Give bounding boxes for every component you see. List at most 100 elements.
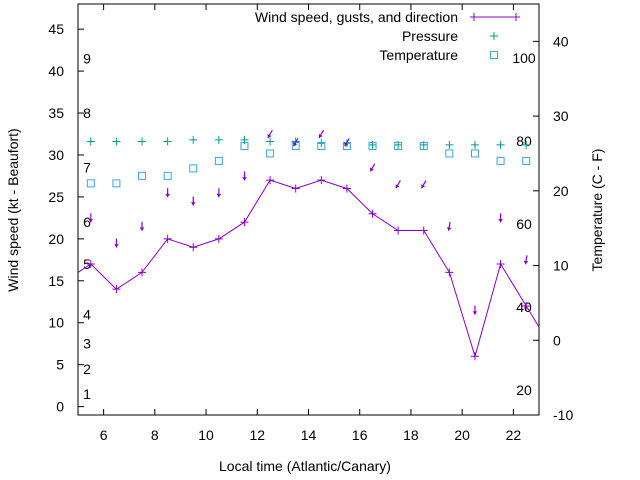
x-axis-label: Local time (Atlantic/Canary)	[219, 458, 391, 474]
wind-speed-point	[394, 226, 403, 235]
beaufort-label: 4	[83, 306, 91, 322]
legend-label-wind: Wind speed, gusts, and direction	[255, 9, 458, 25]
wind-direction-arrow	[344, 138, 350, 147]
temperature-point	[112, 179, 121, 188]
x-tick-label: 14	[301, 427, 317, 443]
wind-direction-arrow	[216, 188, 222, 198]
wind-speed-point	[445, 268, 454, 277]
fahrenheit-label: 80	[516, 133, 532, 149]
legend-label-temperature: Temperature	[379, 47, 458, 63]
wind-direction-arrow	[420, 180, 427, 189]
wind-direction-arrow	[446, 221, 452, 231]
wind-direction-arrow	[139, 221, 145, 231]
fahrenheit-label: 40	[516, 299, 532, 315]
pressure-point	[317, 139, 326, 148]
temperature-point	[522, 156, 531, 165]
temperature-point	[266, 149, 275, 158]
wind-speed-point	[112, 285, 121, 294]
pressure-point	[214, 135, 223, 144]
pressure-point	[138, 137, 147, 146]
wind-speed-point	[291, 184, 300, 193]
wind-direction-arrow	[318, 129, 325, 139]
wind-series	[77, 176, 540, 361]
y2-tick-label: 10	[553, 258, 569, 274]
axis-ticks	[78, 4, 539, 416]
x-tick-label: 20	[454, 427, 470, 443]
wind-speed-point	[266, 176, 275, 185]
wind-direction-arrow	[369, 163, 376, 172]
pressure-point	[445, 140, 454, 149]
pressure-series	[86, 135, 531, 149]
wind-speed-point	[317, 176, 326, 185]
wind-direction-arrow	[190, 196, 196, 206]
wind-speed-point	[86, 260, 95, 269]
x-tick-label: 16	[352, 427, 368, 443]
temperature-point	[240, 141, 249, 150]
beaufort-label: 3	[83, 336, 91, 352]
wind-speed-point	[368, 209, 377, 218]
pressure-point	[470, 140, 479, 149]
legend-sample-pressure	[490, 32, 498, 40]
temperature-point	[138, 171, 147, 180]
y-tick-label: 10	[48, 315, 64, 331]
fahrenheit-label: 100	[512, 50, 536, 66]
temperature-point	[368, 141, 377, 150]
temperature-point	[419, 141, 428, 150]
pressure-point	[522, 140, 531, 149]
y2-tick-label: 30	[553, 108, 569, 124]
wind-direction-arrow	[114, 238, 119, 248]
x-tick-label: 10	[198, 427, 214, 443]
temperature-point	[470, 149, 479, 158]
temperature-point	[86, 179, 95, 188]
y-tick-label: 25	[48, 189, 64, 205]
beaufort-label: 2	[83, 361, 91, 377]
wind-speed-point	[342, 184, 351, 193]
wind-speed-point	[240, 218, 249, 227]
y-tick-label: 45	[48, 21, 64, 37]
wind-direction-arrow	[267, 129, 273, 139]
wind-direction-arrow	[472, 305, 478, 315]
y2-tick-label: 40	[553, 33, 569, 49]
beaufort-label: 9	[83, 51, 91, 67]
beaufort-label: 1	[83, 386, 91, 402]
wind-direction-arrows	[88, 129, 529, 315]
temperature-point	[163, 171, 172, 180]
y-tick-label: 5	[56, 357, 64, 373]
wind-direction-arrow	[88, 213, 94, 223]
beaufort-label: 7	[83, 160, 91, 176]
wind-speed-point	[214, 234, 223, 243]
legend-sample-temperature	[490, 51, 498, 59]
pressure-point	[266, 137, 275, 146]
x-tick-label: 18	[403, 427, 419, 443]
wind-speed-point	[138, 268, 147, 277]
beaufort-label: 8	[83, 105, 91, 121]
temperature-point	[214, 156, 223, 165]
wind-speed-line	[77, 179, 540, 359]
legend-sample-wind	[470, 13, 520, 21]
wind-speed-point	[419, 226, 428, 235]
wind-speed-point	[189, 243, 198, 252]
temperature-point	[496, 156, 505, 165]
wind-direction-arrow	[292, 138, 299, 147]
wind-speed-point	[163, 234, 172, 243]
x-tick-label: 6	[100, 427, 108, 443]
plot-frame	[77, 3, 540, 416]
pressure-point	[112, 137, 121, 146]
temperature-point	[445, 149, 454, 158]
y-tick-label: 40	[48, 63, 64, 79]
y-tick-label: 30	[48, 147, 64, 163]
legend-label-pressure: Pressure	[402, 28, 458, 44]
y2-tick-label: 20	[553, 183, 569, 199]
pressure-point	[163, 137, 172, 146]
y-tick-label: 15	[48, 273, 64, 289]
wind-speed-point	[470, 352, 479, 361]
legend: Wind speed, gusts, and direction Pressur…	[255, 9, 520, 63]
pressure-point	[496, 140, 505, 149]
wind-direction-arrow	[242, 171, 247, 181]
y-tick-label: 20	[48, 231, 64, 247]
y2-tick-label: 0	[553, 332, 561, 348]
x-tick-label: 12	[249, 427, 265, 443]
temperature-series	[86, 141, 531, 188]
wind-direction-arrow	[498, 213, 503, 223]
